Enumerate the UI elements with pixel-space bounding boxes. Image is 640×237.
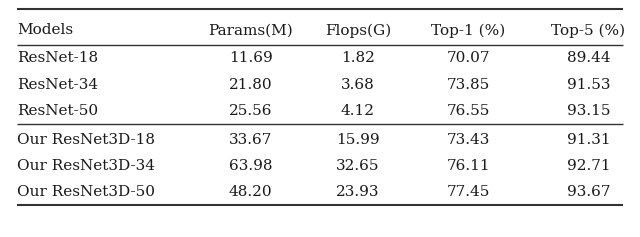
Text: 11.69: 11.69: [228, 51, 273, 65]
Text: 21.80: 21.80: [228, 78, 273, 92]
Text: 3.68: 3.68: [341, 78, 375, 92]
Text: 76.55: 76.55: [447, 104, 490, 118]
Text: Top-1 (%): Top-1 (%): [431, 23, 506, 38]
Text: Params(M): Params(M): [208, 23, 293, 37]
Text: 32.65: 32.65: [336, 159, 380, 173]
Text: ResNet-50: ResNet-50: [17, 104, 98, 118]
Text: 1.82: 1.82: [341, 51, 375, 65]
Text: 76.11: 76.11: [447, 159, 490, 173]
Text: Top-5 (%): Top-5 (%): [552, 23, 625, 38]
Text: Models: Models: [17, 23, 73, 37]
Text: Our ResNet3D-50: Our ResNet3D-50: [17, 185, 155, 199]
Text: 73.43: 73.43: [447, 133, 490, 147]
Text: 91.53: 91.53: [566, 78, 610, 92]
Text: 4.12: 4.12: [341, 104, 375, 118]
Text: 23.93: 23.93: [336, 185, 380, 199]
Text: 25.56: 25.56: [228, 104, 272, 118]
Text: 15.99: 15.99: [336, 133, 380, 147]
Text: 93.15: 93.15: [566, 104, 610, 118]
Text: ResNet-18: ResNet-18: [17, 51, 98, 65]
Text: 77.45: 77.45: [447, 185, 490, 199]
Text: 89.44: 89.44: [566, 51, 611, 65]
Text: 70.07: 70.07: [447, 51, 490, 65]
Text: ResNet-34: ResNet-34: [17, 78, 98, 92]
Text: 91.31: 91.31: [566, 133, 611, 147]
Text: 63.98: 63.98: [228, 159, 272, 173]
Text: 48.20: 48.20: [228, 185, 273, 199]
Text: Our ResNet3D-18: Our ResNet3D-18: [17, 133, 155, 147]
Text: Flops(G): Flops(G): [324, 23, 391, 38]
Text: 33.67: 33.67: [229, 133, 272, 147]
Text: 73.85: 73.85: [447, 78, 490, 92]
Text: 92.71: 92.71: [566, 159, 611, 173]
Text: 93.67: 93.67: [566, 185, 610, 199]
Text: Our ResNet3D-34: Our ResNet3D-34: [17, 159, 155, 173]
